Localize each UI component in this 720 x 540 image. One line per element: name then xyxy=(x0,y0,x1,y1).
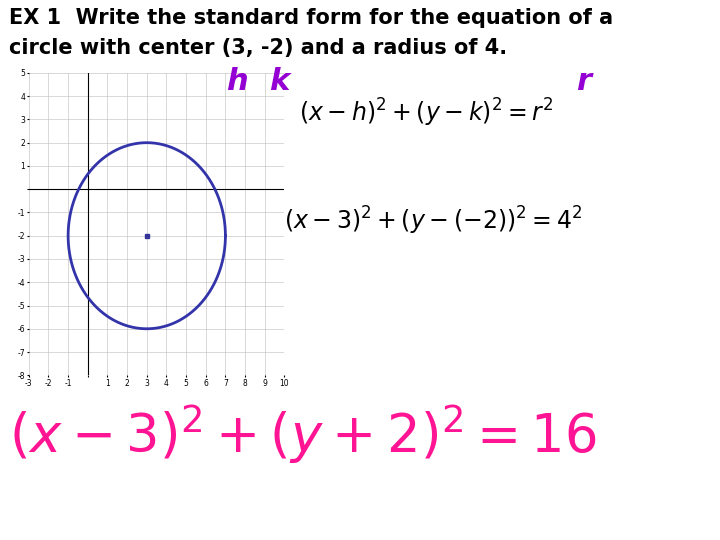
Text: $(x-3)^2+(y+2)^2=16$: $(x-3)^2+(y+2)^2=16$ xyxy=(9,402,596,465)
Text: r: r xyxy=(576,68,591,97)
Text: EX 1  Write the standard form for the equation of a: EX 1 Write the standard form for the equ… xyxy=(9,8,613,28)
Text: $(x-h)^2+(y-k)^2=r^2$: $(x-h)^2+(y-k)^2=r^2$ xyxy=(299,97,553,130)
Text: circle with center (3, -2) and a radius of 4.: circle with center (3, -2) and a radius … xyxy=(9,38,507,58)
Text: $(x-3)^2+(y-(-2))^2=4^2$: $(x-3)^2+(y-(-2))^2=4^2$ xyxy=(284,205,582,238)
Text: h  k: h k xyxy=(227,68,290,97)
